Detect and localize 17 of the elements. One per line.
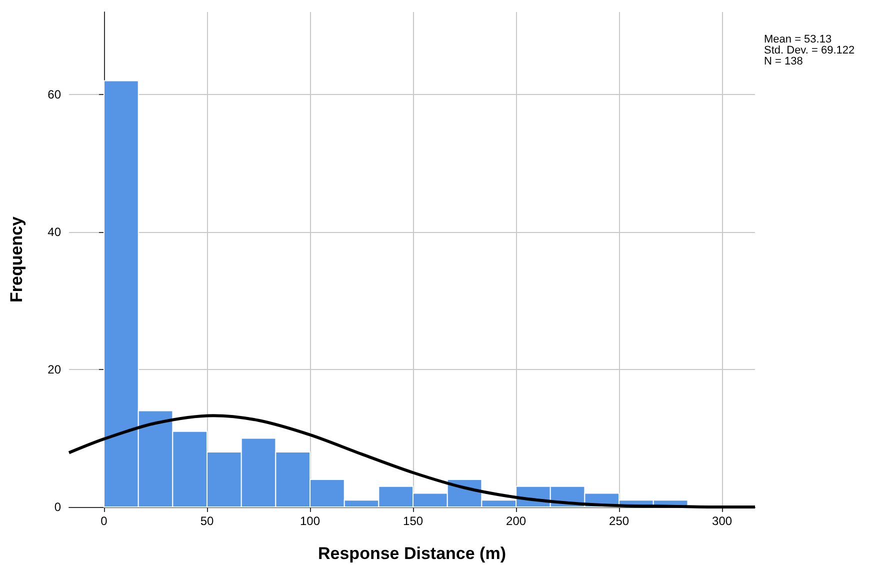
text: Mean = 53.13 (764, 34, 832, 46)
x-tick-label: 300 (712, 514, 732, 528)
y-tick-label: 60 (48, 88, 62, 102)
x-tick-label: 50 (200, 514, 214, 528)
text: N = 138 (764, 56, 803, 68)
x-tick-label: 100 (300, 514, 320, 528)
y-tick-label: 0 (54, 500, 62, 514)
x-tick-label: 0 (100, 514, 108, 528)
y-axis-title: Frequency (7, 216, 26, 302)
x-tick-label: 150 (403, 514, 424, 528)
x-tick-label: 200 (506, 514, 526, 528)
x-tick-label: 250 (609, 514, 630, 528)
y-tick-label: 40 (48, 225, 62, 239)
text: Std. Dev. = 69.122 (764, 44, 855, 56)
line-series (68, 414, 756, 508)
y-tick-label: 20 (48, 362, 62, 376)
x-axis-title: Response Distance (m) (318, 544, 506, 563)
